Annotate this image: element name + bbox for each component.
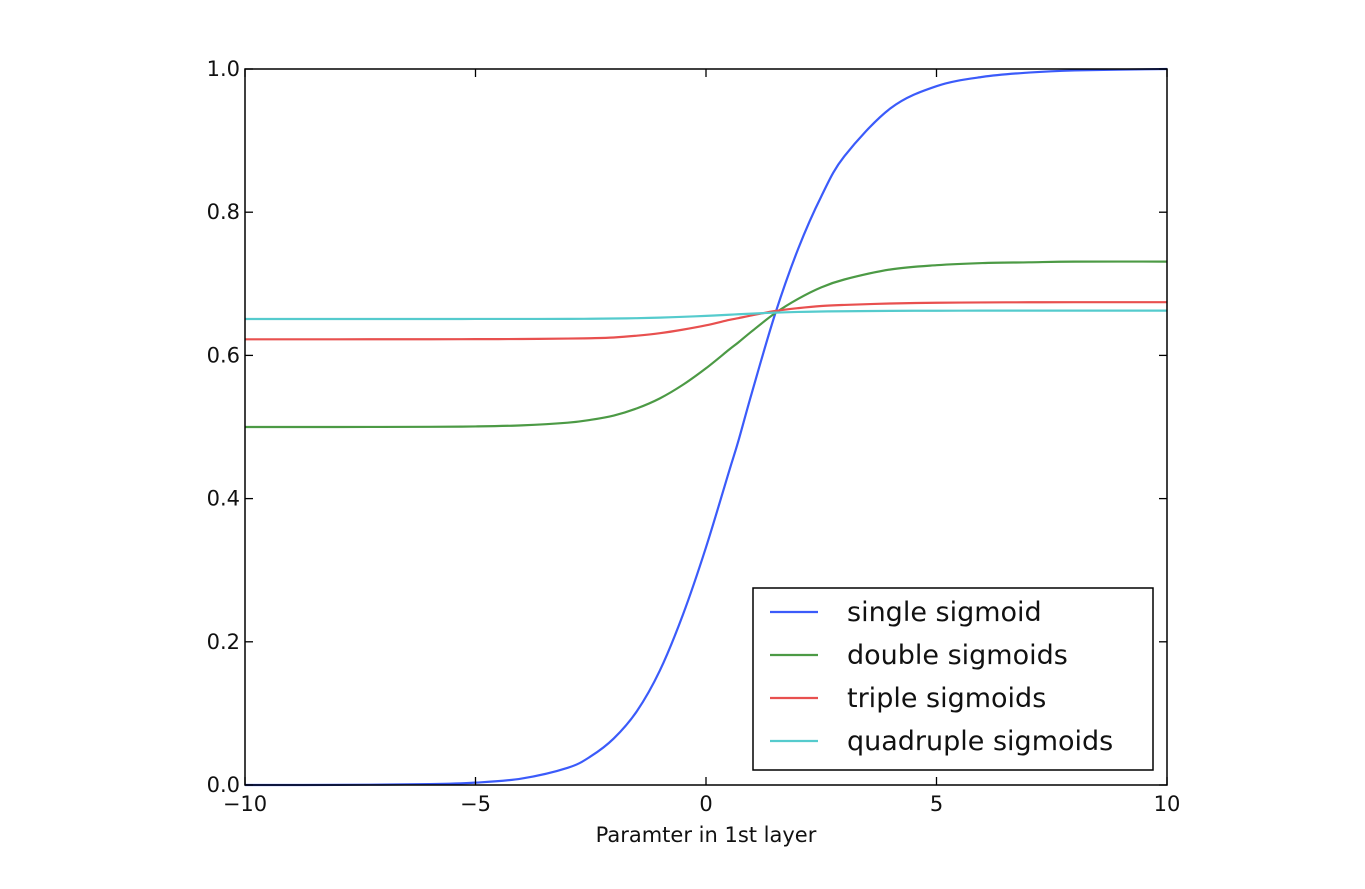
legend-box (752, 587, 1154, 771)
y-tick-label: 0.0 (207, 773, 240, 797)
x-tick-label: 0 (699, 792, 712, 816)
ticks-layer: −10 −5 0 5 10 0.0 0.2 0.4 0.6 0.8 1.0 (207, 57, 1181, 816)
legend-entries: single sigmoid double sigmoids triple sigm… (770, 597, 1113, 757)
series-line-1 (244, 67, 1168, 787)
legend-label: single sigmoid (847, 597, 1042, 628)
series-line-3 (244, 301, 1168, 341)
legend-label: double sigmoids (847, 640, 1068, 671)
x-tick-label: 5 (930, 792, 943, 816)
x-tick-label: −10 (223, 792, 267, 816)
y-tick-label: 0.2 (207, 630, 240, 654)
y-tick-label: 1.0 (207, 57, 240, 81)
x-axis-label: Paramter in 1st layer (596, 823, 817, 847)
series-layer (244, 67, 1168, 787)
legend-label: quadruple sigmoids (847, 726, 1113, 757)
x-tick-label: −5 (460, 792, 491, 816)
legend-label: triple sigmoids (847, 683, 1046, 714)
y-tick-label: 0.8 (207, 200, 240, 224)
y-tick-label: 0.6 (207, 343, 240, 367)
series-line-2 (244, 260, 1168, 429)
x-tick-label: 10 (1154, 792, 1181, 816)
legend: single sigmoid double sigmoids triple sigm… (752, 587, 1154, 771)
series-line-4 (245, 309, 1167, 321)
y-tick-label: 0.4 (207, 487, 240, 511)
